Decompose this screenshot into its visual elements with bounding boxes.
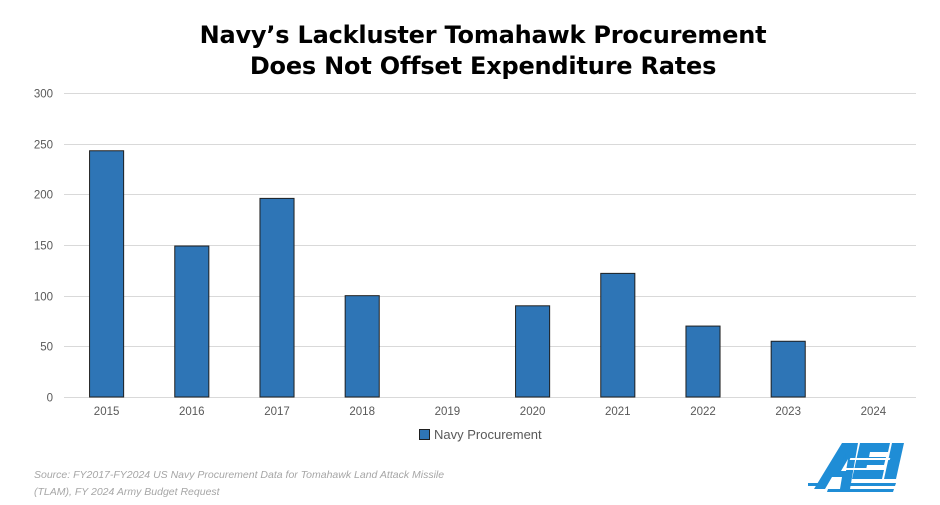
- chart-title-line-2: Does Not Offset Expenditure Rates: [249, 52, 717, 80]
- chart-title: Navy’s Lackluster Tomahawk Procurement D…: [0, 20, 940, 82]
- source-note-line-1: Source: FY2017-FY2024 US Navy Procuremen…: [34, 469, 445, 481]
- y-tick-label: 200: [34, 190, 53, 202]
- y-tick-label: 100: [34, 292, 53, 304]
- source-note: Source: FY2017-FY2024 US Navy Procuremen…: [34, 467, 504, 501]
- x-tick-label: 2023: [775, 406, 801, 418]
- x-axis-tick-labels: 2015 2016 2017 2018 2019 2020 2021 2022 2023 2024: [94, 406, 887, 418]
- x-tick-label: 2019: [435, 406, 461, 418]
- x-tick-label: 2021: [605, 406, 631, 418]
- source-note-line-2: (TLAM), FY 2024 Army Budget Request: [34, 486, 220, 498]
- x-tick-label: 2018: [349, 406, 375, 418]
- bar-2020: [515, 305, 551, 398]
- y-tick-label: 250: [34, 140, 53, 152]
- y-axis-tick-labels: 0 50 100 150 200 250 300: [34, 89, 53, 405]
- bar-2015: [89, 150, 125, 398]
- aei-logo: [808, 443, 904, 492]
- gridlines: [64, 93, 916, 398]
- legend: Navy Procurement: [419, 427, 542, 442]
- y-tick-label: 50: [40, 342, 53, 354]
- x-tick-label: 2017: [264, 406, 290, 418]
- legend-swatch-navy-procurement: [419, 429, 430, 440]
- bar-2023: [770, 340, 806, 398]
- y-tick-label: 150: [34, 241, 53, 253]
- legend-label-navy-procurement: Navy Procurement: [434, 427, 542, 442]
- bar-2016: [174, 245, 210, 398]
- x-tick-label: 2016: [179, 406, 205, 418]
- bar-2021: [600, 272, 636, 398]
- bar-2018: [344, 295, 380, 398]
- x-tick-label: 2022: [690, 406, 716, 418]
- y-tick-label: 300: [34, 89, 53, 101]
- x-tick-label: 2015: [94, 406, 120, 418]
- x-tick-label: 2024: [861, 406, 887, 418]
- bar-2017: [259, 197, 295, 398]
- y-tick-label: 0: [47, 393, 53, 405]
- x-tick-label: 2020: [520, 406, 546, 418]
- bars: [89, 150, 806, 398]
- bar-2022: [685, 325, 721, 398]
- chart-title-line-1: Navy’s Lackluster Tomahawk Procurement: [199, 21, 767, 49]
